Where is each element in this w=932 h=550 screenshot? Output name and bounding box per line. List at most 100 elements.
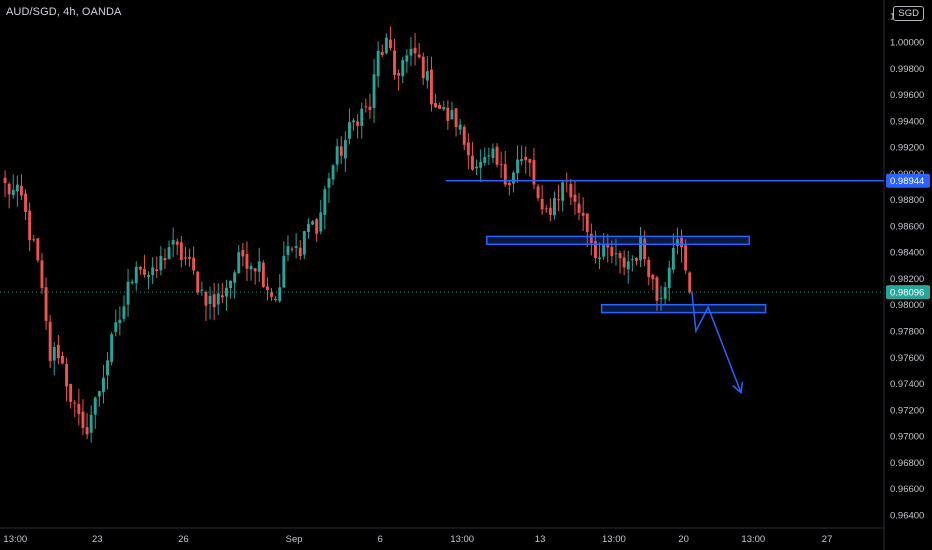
candle-body xyxy=(44,287,48,321)
candle-body xyxy=(126,281,130,305)
candle-body xyxy=(89,414,93,433)
candle-body xyxy=(651,274,655,280)
candle-body xyxy=(524,156,528,161)
candle-body xyxy=(462,126,466,145)
candle-body xyxy=(237,252,241,274)
candle-body xyxy=(294,246,298,249)
candle-body xyxy=(405,55,409,62)
candle-body xyxy=(274,298,278,301)
candle-body xyxy=(364,106,368,108)
candle-body xyxy=(40,260,44,289)
candle-body xyxy=(11,189,15,196)
support-zone-rectangle[interactable] xyxy=(486,235,750,246)
candle-body xyxy=(635,257,638,261)
candle-body xyxy=(544,208,548,210)
candle-body xyxy=(606,245,610,248)
candle-body xyxy=(540,198,544,210)
candle-body xyxy=(425,71,429,81)
support-zone-rectangle[interactable] xyxy=(600,303,767,314)
candle-body xyxy=(110,334,114,362)
candle-body xyxy=(32,239,36,241)
candle-body xyxy=(389,39,392,49)
candle-body xyxy=(138,266,142,270)
candle-body xyxy=(479,161,483,168)
candle-body xyxy=(602,244,606,257)
candle-body xyxy=(69,384,73,402)
x-tick-label: 13:00 xyxy=(450,534,474,545)
projection-arrowhead xyxy=(732,381,744,395)
candle-body xyxy=(380,51,384,56)
candle-body xyxy=(266,286,269,291)
candle-body xyxy=(56,344,60,358)
candle-body xyxy=(446,107,450,121)
candle-body xyxy=(512,172,515,184)
candle-body xyxy=(434,103,437,108)
candle-body xyxy=(184,257,187,259)
candle-body xyxy=(171,240,175,245)
candle-body xyxy=(331,165,335,180)
candle-body xyxy=(188,256,191,259)
x-tick-label: Sep xyxy=(286,534,303,545)
candle-body xyxy=(503,164,507,185)
candle-body xyxy=(454,108,458,128)
x-tick-label: 20 xyxy=(678,534,689,545)
candle-body xyxy=(569,183,573,198)
candle-body xyxy=(15,184,19,192)
candle-body xyxy=(61,355,64,364)
candle-body xyxy=(24,193,27,212)
candle-body xyxy=(360,108,364,126)
current-price-tag xyxy=(886,285,930,300)
candle-body xyxy=(196,271,200,293)
candle-body xyxy=(229,280,232,288)
candle-body xyxy=(356,121,360,126)
candle-body xyxy=(352,120,355,123)
candle-body xyxy=(438,104,442,109)
candle-body xyxy=(20,185,23,196)
projection-arrow-path[interactable] xyxy=(691,291,742,393)
candle-body xyxy=(368,106,372,111)
y-tick-label: 0.97400 xyxy=(890,379,924,390)
current-price-label: 0.98096 xyxy=(890,288,924,299)
candle-body xyxy=(233,272,237,283)
candle-body xyxy=(495,146,499,165)
candle-body xyxy=(487,155,491,157)
candle-body xyxy=(319,212,323,232)
candle-body xyxy=(393,50,396,76)
candle-body xyxy=(348,122,351,139)
x-tick-label: 13:00 xyxy=(741,534,765,545)
y-tick-label: 0.96400 xyxy=(890,510,924,521)
candle-body xyxy=(626,261,630,270)
candle-body xyxy=(417,54,421,58)
candle-body xyxy=(122,306,126,319)
candle-body xyxy=(471,155,474,170)
candle-body xyxy=(343,140,347,159)
candle-body xyxy=(639,236,642,261)
y-tick-label: 0.97200 xyxy=(890,405,924,416)
x-tick-label: 13:00 xyxy=(602,534,626,545)
candle-body xyxy=(147,275,150,278)
y-tick-label: 0.97600 xyxy=(890,353,924,364)
candle-body xyxy=(311,221,314,225)
candle-body xyxy=(282,255,286,288)
y-tick-label: 0.96800 xyxy=(890,458,924,469)
candle-body xyxy=(413,47,417,54)
candle-body xyxy=(143,268,146,275)
candle-body xyxy=(442,107,446,110)
candle-body xyxy=(315,219,319,234)
candle-body xyxy=(688,272,692,293)
candle-body xyxy=(302,231,306,255)
candle-body xyxy=(622,257,626,268)
candle-body xyxy=(298,247,302,257)
candle-body xyxy=(249,265,253,270)
candle-body xyxy=(594,241,597,258)
candle-body xyxy=(630,259,634,261)
y-tick-label: 0.98000 xyxy=(890,300,924,311)
currency-badge[interactable]: SGD xyxy=(893,6,924,21)
candle-body xyxy=(553,197,556,216)
candle-body xyxy=(507,182,511,186)
candle-body xyxy=(225,287,228,297)
candle-body xyxy=(208,295,212,305)
candle-body xyxy=(257,261,261,272)
